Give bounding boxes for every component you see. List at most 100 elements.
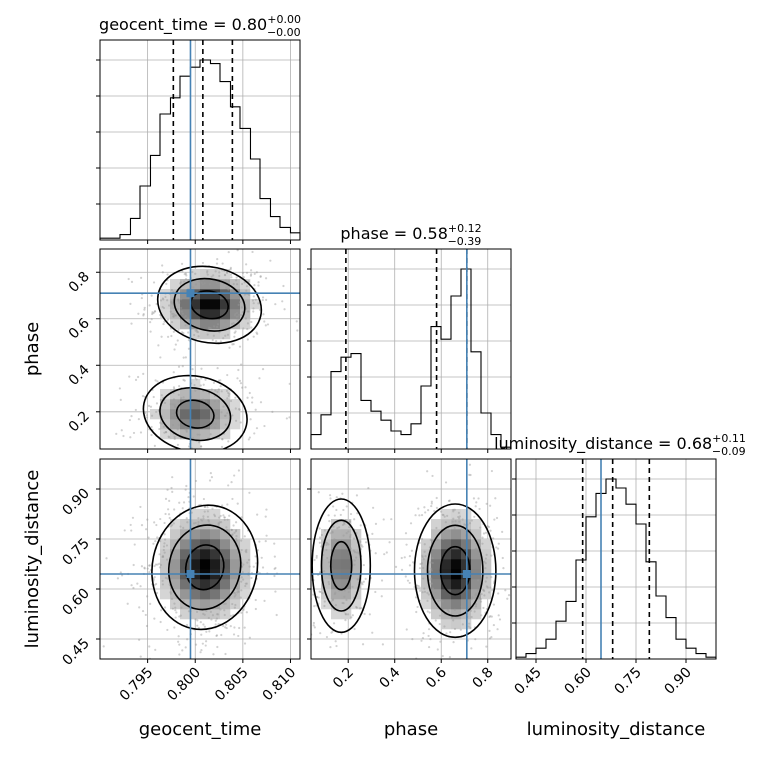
- sample-point: [147, 404, 151, 407]
- sample-point: [312, 621, 316, 625]
- sample-point: [501, 556, 504, 560]
- sample-point: [243, 642, 247, 645]
- sample-point: [484, 580, 487, 583]
- sample-point: [214, 623, 217, 626]
- x-tick-label: 0.8: [470, 665, 497, 692]
- density-bin: [321, 559, 332, 570]
- sample-point: [159, 299, 163, 302]
- sample-point: [335, 508, 338, 512]
- hist-title-phase: phase = 0.58+0.12 −0.39: [340, 222, 481, 248]
- sample-point: [313, 626, 316, 629]
- sample-point: [226, 271, 229, 274]
- sample-point: [507, 594, 511, 597]
- sample-point: [186, 521, 189, 524]
- sample-point: [429, 638, 432, 641]
- sample-point: [168, 499, 171, 502]
- density-bin: [230, 599, 241, 610]
- sample-point: [242, 578, 245, 581]
- sample-point: [218, 284, 221, 287]
- sample-point: [217, 388, 220, 391]
- sample-point: [238, 345, 242, 348]
- sample-point: [195, 330, 198, 333]
- sample-point: [345, 598, 348, 602]
- sample-point: [246, 322, 250, 325]
- sample-point: [231, 497, 234, 501]
- sample-point: [196, 330, 200, 334]
- sample-point: [251, 299, 255, 302]
- sample-point: [172, 330, 175, 333]
- sample-point: [429, 577, 433, 580]
- sample-point: [178, 653, 181, 656]
- sample-point: [181, 649, 184, 652]
- sample-point: [435, 591, 438, 594]
- sample-point: [207, 616, 210, 620]
- sample-point: [248, 491, 251, 494]
- sample-point: [146, 567, 149, 570]
- sample-point: [161, 583, 165, 586]
- density-bin: [190, 549, 201, 560]
- contour-line: [173, 277, 246, 332]
- sample-point: [177, 640, 180, 643]
- panel-frame: [310, 458, 512, 660]
- sample-point: [374, 590, 377, 594]
- sample-point: [362, 580, 365, 583]
- sample-point: [248, 391, 251, 395]
- sample-point: [157, 344, 160, 347]
- sample-point: [236, 315, 239, 318]
- density-bin: [200, 589, 211, 600]
- sample-point: [160, 394, 163, 397]
- sample-point: [233, 474, 236, 477]
- sample-point: [165, 544, 169, 547]
- sample-point: [414, 514, 417, 517]
- density-bin: [331, 579, 342, 590]
- sample-point: [467, 625, 470, 628]
- sample-point: [345, 532, 348, 535]
- sample-point: [269, 259, 272, 262]
- sample-point: [120, 429, 123, 432]
- sample-point: [323, 604, 326, 608]
- sample-point: [216, 258, 219, 261]
- sample-point: [206, 333, 209, 336]
- sample-point: [197, 517, 200, 520]
- sample-point: [150, 294, 153, 297]
- sample-point: [240, 611, 243, 614]
- sample-point: [468, 473, 471, 476]
- sample-point: [168, 436, 171, 439]
- sample-point: [195, 328, 198, 332]
- sample-point: [327, 561, 331, 564]
- sample-point: [150, 425, 153, 429]
- density-bin: [441, 589, 452, 600]
- sample-point: [227, 391, 230, 394]
- sample-point: [342, 602, 345, 605]
- sample-point: [327, 582, 331, 586]
- density-bin: [451, 559, 462, 570]
- sample-point: [218, 521, 221, 524]
- sample-point: [197, 523, 200, 526]
- sample-point: [183, 316, 186, 319]
- sample-point: [202, 612, 205, 615]
- sample-point: [215, 340, 218, 343]
- sample-point: [307, 542, 309, 544]
- sample-point: [479, 600, 483, 603]
- hist-title-geocent_time: geocent_time = 0.80+0.00 −0.00: [99, 13, 301, 39]
- sample-point: [165, 470, 167, 472]
- sample-point: [236, 283, 239, 286]
- density-bin: [421, 579, 432, 590]
- sample-point: [325, 543, 328, 546]
- sample-point: [485, 585, 488, 588]
- sample-point: [178, 501, 181, 504]
- sample-point: [152, 281, 156, 284]
- density-bin: [431, 519, 442, 530]
- sample-point: [417, 584, 420, 588]
- sample-point: [283, 308, 286, 311]
- sample-point: [116, 577, 120, 580]
- sample-point: [105, 557, 108, 560]
- sample-point: [331, 599, 334, 602]
- density-bin: [230, 529, 241, 540]
- sample-point: [182, 600, 185, 603]
- sample-point: [236, 318, 239, 322]
- sample-point: [131, 516, 135, 519]
- sample-point: [163, 431, 166, 434]
- sample-point: [328, 520, 331, 523]
- density-bin: [190, 279, 201, 290]
